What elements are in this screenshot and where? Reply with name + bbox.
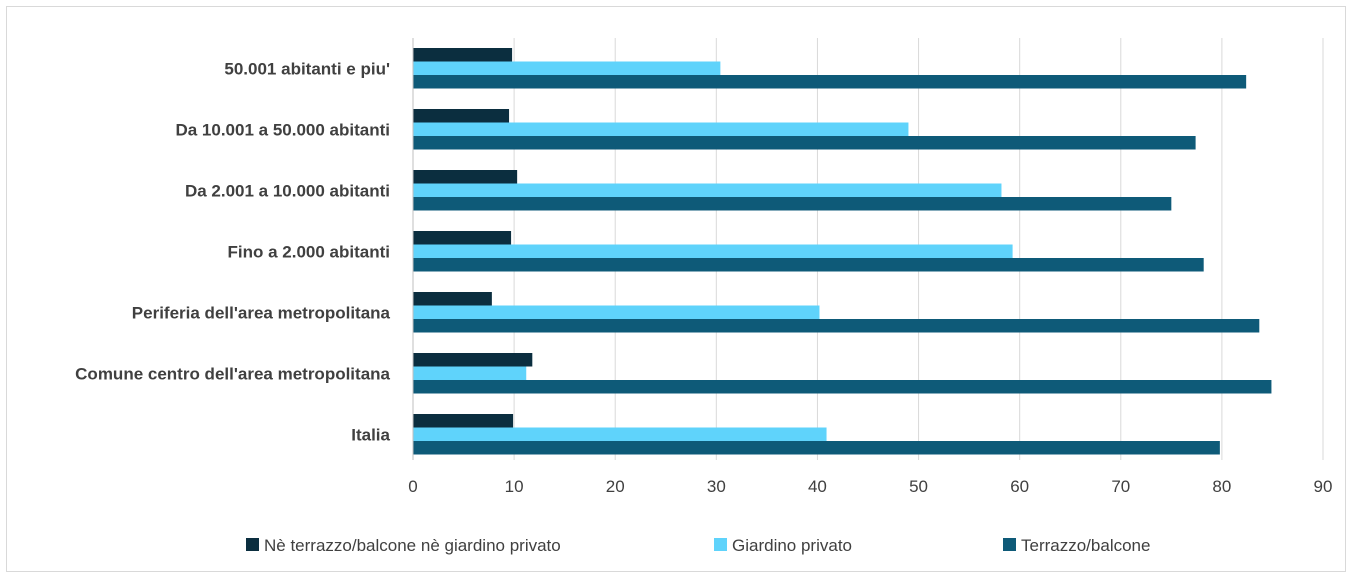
bar bbox=[413, 75, 1247, 89]
category-label: 50.001 abitanti e piu' bbox=[224, 59, 390, 78]
bar bbox=[413, 122, 909, 136]
bar bbox=[413, 353, 533, 367]
x-tick-label: 40 bbox=[808, 477, 827, 496]
x-tick-label: 0 bbox=[408, 477, 417, 496]
bar bbox=[413, 305, 820, 319]
legend-swatch bbox=[246, 538, 259, 551]
category-label: Da 2.001 a 10.000 abitanti bbox=[185, 181, 390, 200]
bar bbox=[413, 61, 721, 75]
bar bbox=[413, 231, 512, 245]
x-tick-label: 90 bbox=[1314, 477, 1333, 496]
chart-frame bbox=[6, 6, 1346, 572]
bar bbox=[413, 414, 514, 428]
bar bbox=[413, 244, 1013, 258]
x-tick-label: 50 bbox=[909, 477, 928, 496]
legend-swatch bbox=[714, 538, 727, 551]
category-label: Da 10.001 a 50.000 abitanti bbox=[175, 120, 390, 139]
category-label: Comune centro dell'area metropolitana bbox=[75, 364, 390, 383]
bar bbox=[413, 366, 527, 380]
bar bbox=[413, 48, 513, 62]
x-tick-label: 60 bbox=[1010, 477, 1029, 496]
bar bbox=[413, 183, 1002, 197]
bar bbox=[413, 170, 518, 184]
bar bbox=[413, 197, 1172, 211]
bar bbox=[413, 441, 1220, 455]
legend-label: Terrazzo/balcone bbox=[1021, 536, 1150, 555]
legend-label: Nè terrazzo/balcone nè giardino privato bbox=[264, 536, 561, 555]
bar bbox=[413, 427, 827, 441]
x-tick-label: 20 bbox=[606, 477, 625, 496]
bar bbox=[413, 258, 1204, 272]
x-tick-label: 70 bbox=[1111, 477, 1130, 496]
bar bbox=[413, 380, 1272, 394]
x-tick-label: 30 bbox=[707, 477, 726, 496]
bar bbox=[413, 319, 1260, 333]
x-tick-label: 10 bbox=[505, 477, 524, 496]
bar bbox=[413, 109, 510, 123]
legend-label: Giardino privato bbox=[732, 536, 852, 555]
bar bbox=[413, 136, 1196, 150]
bar bbox=[413, 292, 492, 306]
legend-swatch bbox=[1003, 538, 1016, 551]
category-label: Italia bbox=[351, 425, 390, 444]
x-tick-label: 80 bbox=[1212, 477, 1231, 496]
category-label: Periferia dell'area metropolitana bbox=[132, 303, 391, 322]
category-label: Fino a 2.000 abitanti bbox=[228, 242, 391, 261]
